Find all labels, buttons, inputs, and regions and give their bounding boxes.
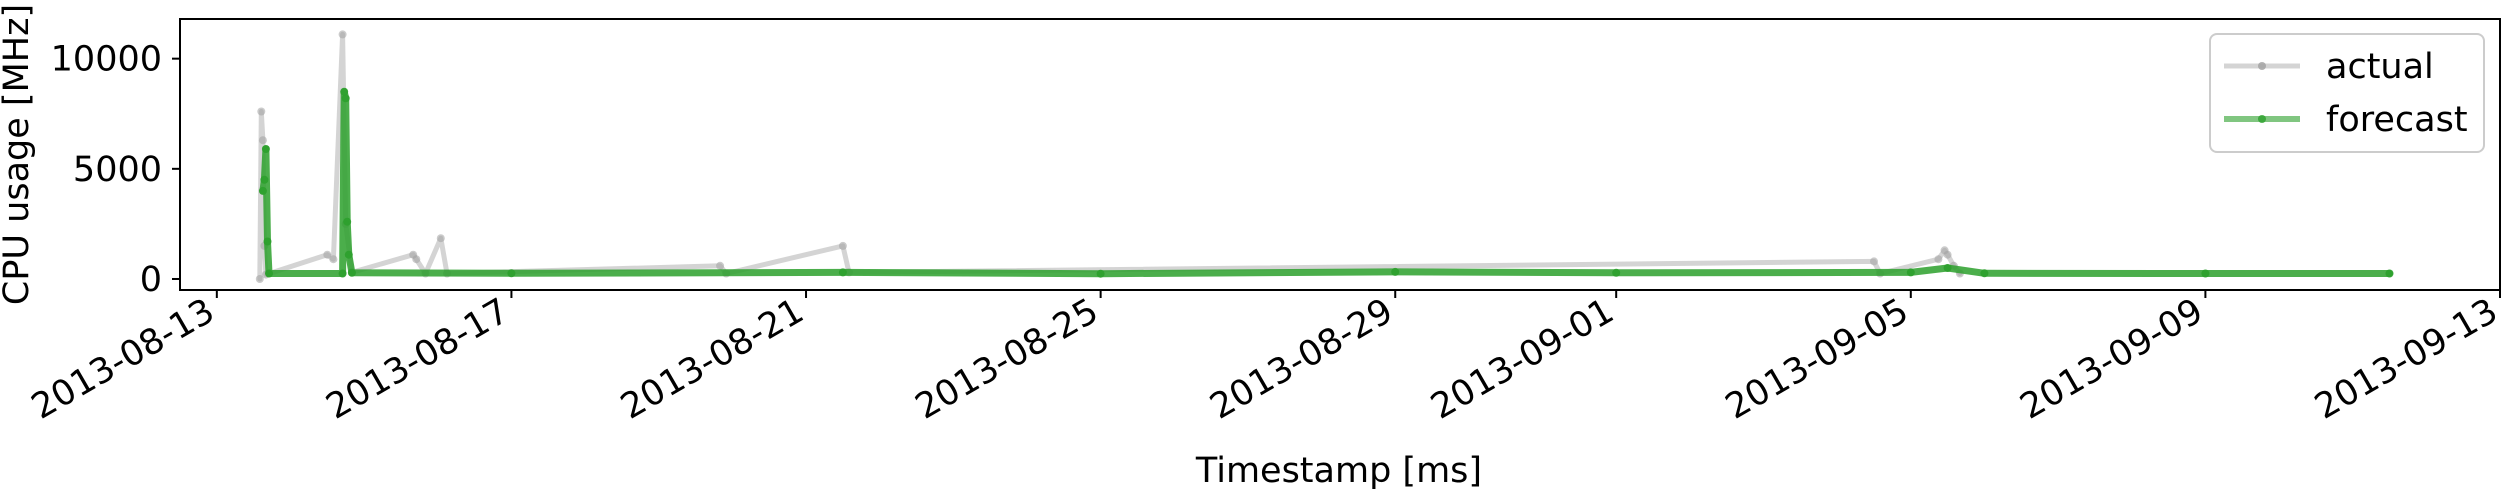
data-point-forecast-15 — [1612, 268, 1621, 277]
y-tick-label-0: 0 — [140, 260, 162, 300]
y-tick-label-2: 10000 — [51, 40, 162, 80]
legend-label-actual: actual — [2326, 47, 2434, 87]
data-point-forecast-3 — [263, 237, 272, 246]
legend-marker-forecast — [2258, 115, 2266, 123]
data-point-forecast-0 — [258, 186, 267, 195]
legend-marker-actual — [2258, 62, 2266, 70]
x-tick-label-0: 2013-08-13 — [25, 291, 221, 427]
x-tick-label-4: 2013-08-29 — [1204, 291, 1400, 427]
data-point-actual-17 — [838, 241, 847, 250]
x-axis-label: Timestamp [ms] — [1195, 451, 1482, 490]
data-point-actual-15 — [716, 261, 725, 270]
data-point-forecast-16 — [1906, 268, 1915, 277]
series-line-actual — [257, 31, 1963, 282]
plot-frame — [179, 18, 2501, 291]
data-point-forecast-12 — [838, 268, 847, 277]
data-point-forecast-17 — [1943, 264, 1952, 272]
data-point-forecast-1 — [260, 175, 269, 184]
data-point-forecast-11 — [507, 269, 516, 278]
data-point-forecast-2 — [261, 145, 270, 153]
legend-label-forecast: forecast — [2326, 100, 2468, 140]
data-point-actual-21 — [1934, 255, 1943, 264]
data-point-forecast-7 — [341, 94, 350, 103]
y-axis-label: CPU usage [MHz] — [0, 4, 37, 305]
data-point-forecast-19 — [2201, 269, 2210, 278]
x-tick-label-1: 2013-08-17 — [320, 291, 516, 427]
data-point-actual-13 — [436, 234, 445, 243]
data-point-actual-5 — [323, 250, 332, 259]
data-point-actual-19 — [1870, 257, 1878, 266]
data-point-forecast-4 — [265, 269, 273, 278]
data-point-forecast-6 — [340, 87, 349, 96]
x-tick-label-8: 2013-09-13 — [2308, 291, 2504, 427]
data-point-actual-23 — [1943, 250, 1952, 259]
x-tick-label-3: 2013-08-25 — [909, 291, 1105, 427]
data-point-forecast-18 — [1980, 269, 1989, 278]
data-point-forecast-5 — [338, 269, 347, 278]
data-point-actual-1 — [257, 107, 266, 116]
x-tick-label-7: 2013-09-09 — [2014, 291, 2210, 427]
x-tick-label-6: 2013-09-05 — [1719, 291, 1915, 427]
data-point-forecast-14 — [1391, 267, 1400, 276]
x-tick-label-5: 2013-09-01 — [1425, 291, 1621, 427]
data-point-forecast-9 — [344, 250, 353, 259]
data-point-forecast-10 — [347, 268, 356, 277]
data-point-actual-2 — [258, 136, 267, 145]
data-point-actual-6 — [329, 255, 338, 264]
data-point-forecast-20 — [2385, 269, 2394, 278]
data-point-actual-7 — [338, 30, 347, 39]
y-tick-label-1: 5000 — [73, 150, 162, 190]
data-point-actual-11 — [412, 255, 421, 264]
series-line-forecast — [259, 88, 2393, 278]
data-point-forecast-8 — [343, 217, 352, 226]
data-point-actual-0 — [255, 275, 264, 283]
x-tick-label-2: 2013-08-21 — [614, 291, 810, 427]
legend-box — [2209, 33, 2485, 153]
data-point-forecast-13 — [1096, 269, 1105, 278]
